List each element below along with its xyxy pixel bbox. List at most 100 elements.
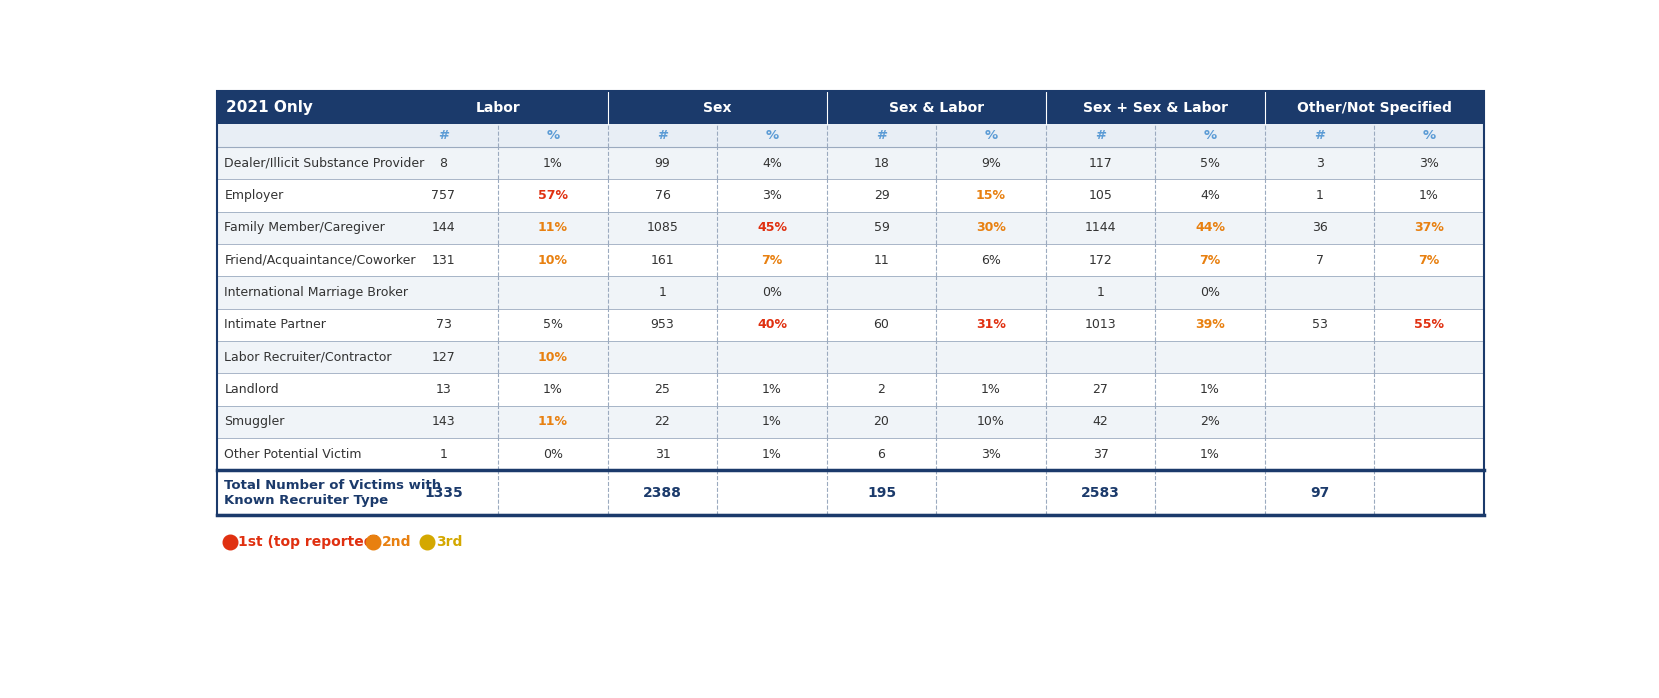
- Text: Labor Recruiter/Contractor: Labor Recruiter/Contractor: [224, 350, 392, 364]
- Text: 953: 953: [650, 318, 674, 332]
- Text: 3: 3: [1316, 156, 1324, 170]
- Bar: [217, 470, 1483, 515]
- Text: 2388: 2388: [644, 486, 682, 500]
- Text: 0%: 0%: [542, 447, 562, 461]
- Text: 6%: 6%: [980, 253, 1000, 267]
- Text: 44%: 44%: [1194, 221, 1224, 235]
- Text: 3%: 3%: [761, 189, 781, 202]
- Text: Other/Not Specified: Other/Not Specified: [1297, 101, 1452, 114]
- Text: #: #: [1314, 129, 1326, 142]
- Text: #: #: [438, 129, 450, 142]
- Text: Sex: Sex: [703, 101, 732, 114]
- Text: 2021 Only: 2021 Only: [226, 100, 314, 115]
- Text: Total Number of Victims with
Known Recruiter Type: Total Number of Victims with Known Recru…: [224, 479, 441, 507]
- Text: 45%: 45%: [757, 221, 786, 235]
- Text: 2nd: 2nd: [382, 535, 411, 549]
- Text: Employer: Employer: [224, 189, 284, 202]
- Text: 57%: 57%: [538, 189, 567, 202]
- Text: 99: 99: [655, 156, 670, 170]
- Bar: [217, 147, 1483, 179]
- Text: 3rd: 3rd: [436, 535, 463, 549]
- Text: Other Potential Victim: Other Potential Victim: [224, 447, 362, 461]
- Text: 7%: 7%: [761, 253, 783, 267]
- Bar: [217, 244, 1483, 276]
- Text: Dealer/Illicit Substance Provider: Dealer/Illicit Substance Provider: [224, 156, 425, 170]
- Text: 59: 59: [874, 221, 889, 235]
- Bar: [217, 91, 1483, 124]
- Bar: [217, 373, 1483, 406]
- Text: 60: 60: [874, 318, 889, 332]
- Bar: [217, 179, 1483, 211]
- Text: 1: 1: [1316, 189, 1324, 202]
- Text: 15%: 15%: [975, 189, 1005, 202]
- Text: 1%: 1%: [542, 156, 562, 170]
- Text: 0%: 0%: [1199, 286, 1219, 299]
- Text: 0%: 0%: [761, 286, 781, 299]
- Text: 5%: 5%: [542, 318, 562, 332]
- Text: 10%: 10%: [538, 350, 567, 364]
- Text: 1: 1: [440, 447, 448, 461]
- Text: 161: 161: [650, 253, 674, 267]
- Text: Sex + Sex & Labor: Sex + Sex & Labor: [1083, 101, 1228, 114]
- Text: 4%: 4%: [1199, 189, 1219, 202]
- Text: 8: 8: [440, 156, 448, 170]
- Bar: [217, 309, 1483, 341]
- Text: 172: 172: [1088, 253, 1113, 267]
- Text: 1%: 1%: [1199, 447, 1219, 461]
- Text: 2: 2: [878, 383, 886, 396]
- Text: 2583: 2583: [1082, 486, 1120, 500]
- Bar: [217, 438, 1483, 470]
- Text: 7%: 7%: [1418, 253, 1440, 267]
- Text: 143: 143: [431, 415, 455, 429]
- Text: 1: 1: [1097, 286, 1105, 299]
- Bar: [217, 211, 1483, 244]
- Text: 9%: 9%: [980, 156, 1000, 170]
- Text: 37%: 37%: [1413, 221, 1443, 235]
- Text: 1144: 1144: [1085, 221, 1117, 235]
- Text: 11: 11: [874, 253, 889, 267]
- Text: 31%: 31%: [975, 318, 1005, 332]
- Text: %: %: [1422, 129, 1435, 142]
- Text: %: %: [984, 129, 997, 142]
- Text: 7: 7: [1316, 253, 1324, 267]
- Text: 37: 37: [1093, 447, 1108, 461]
- Text: 1013: 1013: [1085, 318, 1117, 332]
- Text: Intimate Partner: Intimate Partner: [224, 318, 327, 332]
- Text: 20: 20: [874, 415, 889, 429]
- Text: 13: 13: [436, 383, 451, 396]
- Text: 1085: 1085: [647, 221, 679, 235]
- Text: 131: 131: [431, 253, 455, 267]
- Text: 117: 117: [1088, 156, 1113, 170]
- Text: 3%: 3%: [980, 447, 1000, 461]
- Text: 29: 29: [874, 189, 889, 202]
- Text: 1%: 1%: [542, 383, 562, 396]
- Bar: [217, 276, 1483, 309]
- Text: Landlord: Landlord: [224, 383, 279, 396]
- Text: 1%: 1%: [761, 415, 781, 429]
- Text: 55%: 55%: [1413, 318, 1443, 332]
- Text: 1st (top reported): 1st (top reported): [239, 535, 380, 549]
- Text: 31: 31: [655, 447, 670, 461]
- Text: %: %: [1203, 129, 1216, 142]
- Text: #: #: [1095, 129, 1107, 142]
- Text: 10%: 10%: [977, 415, 1005, 429]
- Text: 7%: 7%: [1199, 253, 1221, 267]
- Text: 1%: 1%: [980, 383, 1000, 396]
- Bar: [217, 341, 1483, 373]
- Text: 39%: 39%: [1194, 318, 1224, 332]
- Text: 2%: 2%: [1199, 415, 1219, 429]
- Bar: [217, 91, 1483, 515]
- Text: 195: 195: [868, 486, 896, 500]
- Text: 1%: 1%: [761, 447, 781, 461]
- Text: 22: 22: [655, 415, 670, 429]
- Text: #: #: [876, 129, 888, 142]
- Text: 11%: 11%: [538, 415, 567, 429]
- Text: 105: 105: [1088, 189, 1113, 202]
- Text: 5%: 5%: [1199, 156, 1219, 170]
- Text: 53: 53: [1312, 318, 1327, 332]
- Text: 144: 144: [431, 221, 455, 235]
- Text: Labor: Labor: [476, 101, 521, 114]
- Bar: [217, 124, 1483, 147]
- Text: 30%: 30%: [975, 221, 1005, 235]
- Text: 1: 1: [659, 286, 667, 299]
